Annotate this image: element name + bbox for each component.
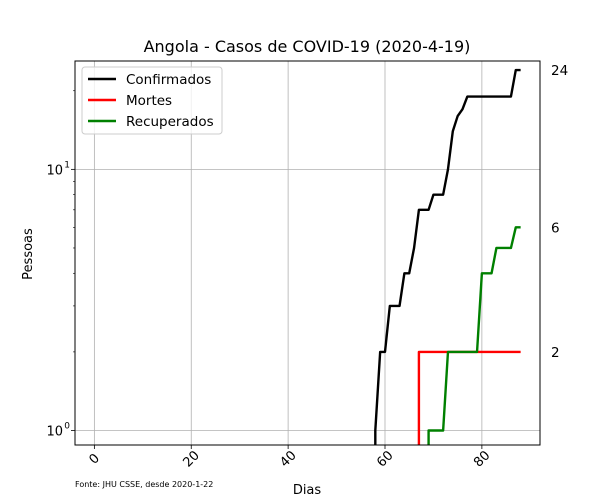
plot-frame (74, 60, 541, 446)
y-tick-label: 10 (46, 425, 63, 440)
x-axis-label: Dias (293, 483, 322, 498)
source-note: Fonte: JHU CSSE, desde 2020-1-22 (75, 480, 213, 489)
x-tick-label: 40 (277, 448, 299, 470)
legend-box (81, 66, 223, 135)
series-line-confirmados (374, 68, 521, 445)
x-tick-label: 0 (86, 451, 102, 467)
x-tick-label: 20 (180, 448, 202, 470)
legend-label-recuperados: Recuperados (126, 114, 214, 130)
series-line-recuperados (427, 226, 521, 445)
legend-label-confirmados: Confirmados (126, 72, 211, 88)
x-tick-label: 60 (374, 448, 396, 470)
chart-title: Angola - Casos de COVID-19 (2020-4-19) (144, 37, 471, 56)
right-label-24: 24 (551, 63, 568, 79)
legend-label-mortes: Mortes (126, 93, 172, 109)
plot-area (374, 68, 521, 445)
x-tick-label: 80 (471, 448, 493, 470)
y-tick-exponent: 0 (64, 422, 70, 432)
y-tick-exponent: 1 (64, 160, 70, 170)
right-value-labels: 24 6 2 (551, 63, 568, 361)
right-label-2: 2 (551, 345, 560, 361)
x-axis: 0 20 40 60 80 (86, 445, 493, 471)
right-label-6: 6 (551, 220, 560, 236)
y-axis-label: Pessoas (21, 228, 36, 280)
series-line-mortes (417, 350, 521, 445)
legend: Confirmados Mortes Recuperados (81, 66, 223, 135)
y-tick-label: 10 (46, 163, 63, 178)
